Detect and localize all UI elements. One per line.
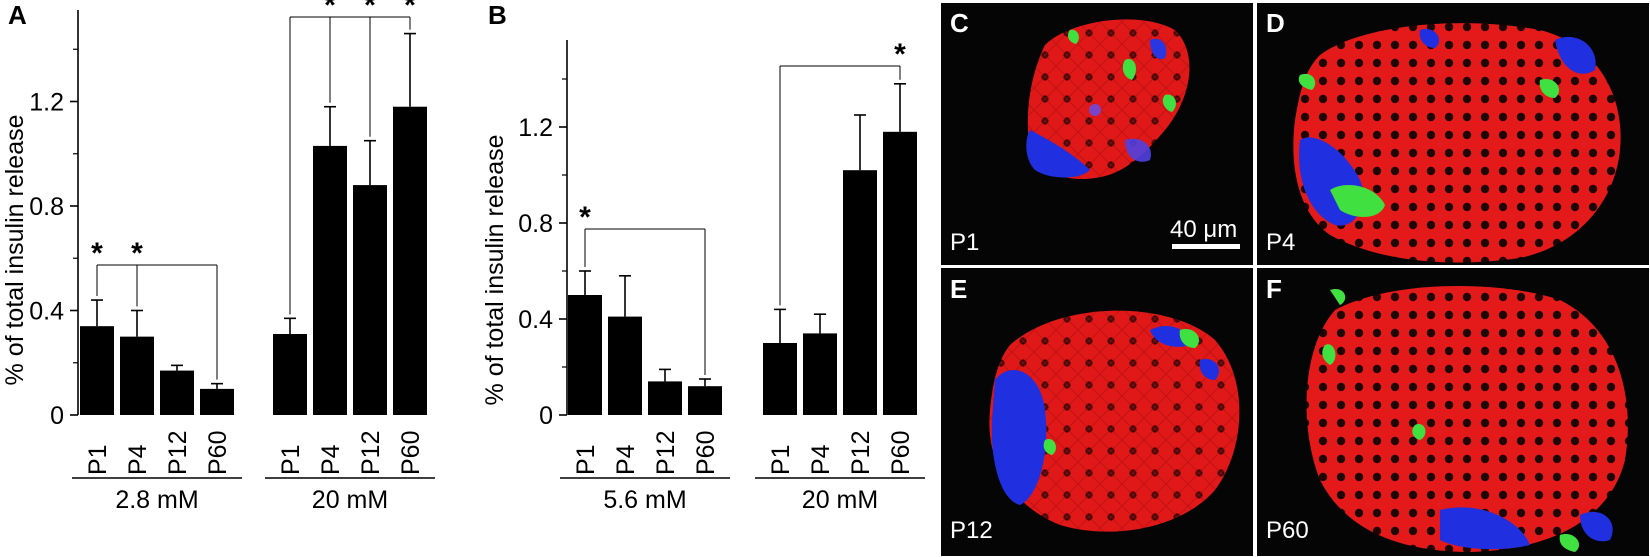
scale-bar — [1172, 244, 1240, 249]
panel-a-y-tick-label: 0.4 — [29, 298, 64, 326]
panel-b-y-tick-label: 0 — [539, 402, 553, 430]
panel-b-category-label: P12 — [652, 431, 680, 475]
panel-b-category-label: P4 — [807, 444, 835, 475]
panel-b-category-label: P4 — [612, 444, 640, 475]
panel-a-category-label: P60 — [204, 431, 232, 475]
panel-a-significance-star: * — [404, 0, 416, 22]
micrograph-d — [1257, 3, 1649, 265]
panel-a: A % of total insulin release 0 0.4 0.8 1.2 P… — [1, 0, 435, 514]
panel-b-y-tick-label: 0.8 — [518, 210, 553, 238]
panel-a-bar-20mM-p12 — [353, 185, 387, 415]
panel-b-y-tick-label: 1.2 — [518, 114, 553, 142]
panel-a-bar-28mM-p4 — [120, 336, 154, 415]
panel-a-bar-28mM-p60 — [200, 388, 234, 415]
panel-b-bar-56mM-p12 — [648, 381, 682, 415]
panel-b-bar-56mM-p4 — [608, 316, 642, 415]
panel-a-y-tick-label: 0.8 — [29, 193, 64, 221]
micrograph-f — [1257, 268, 1649, 556]
panel-a-y-axis-label: % of total insulin release — [1, 115, 29, 386]
panel-b: B % of total insulin release 0 0.4 0.8 1.2 P… — [481, 0, 925, 514]
panel-a-y-tick-label: 1.2 — [29, 89, 64, 117]
panel-b-y-axis-label: % of total insulin release — [481, 135, 509, 406]
panel-b-letter: B — [488, 0, 507, 30]
panel-a-significance-star: * — [364, 0, 376, 22]
panel-b-category-label: P1 — [767, 444, 795, 475]
micrograph-f-letter: F — [1266, 274, 1282, 304]
micrograph-c-label: P1 — [950, 229, 979, 256]
micrograph-e-label: P12 — [950, 517, 993, 544]
panel-b-significance-star: * — [579, 201, 591, 234]
scale-bar-label: 40 μm — [1170, 216, 1237, 243]
panel-a-category-label: P12 — [357, 431, 385, 475]
micrograph-c-letter: C — [950, 8, 969, 38]
panel-a-bar-20mM-p1 — [273, 334, 307, 415]
panel-a-category-label: P12 — [164, 431, 192, 475]
panel-b-category-label: P1 — [572, 444, 600, 475]
panel-b-bar-56mM-p1 — [568, 295, 602, 415]
panel-a-group-label: 20 mM — [312, 486, 388, 514]
micrograph-e — [941, 268, 1253, 556]
panel-a-category-label: P1 — [84, 444, 112, 475]
micrograph-d-label: P4 — [1266, 229, 1295, 256]
panel-b-group-label: 20 mM — [802, 486, 878, 514]
panel-a-significance-star: * — [91, 237, 103, 270]
panel-b-bar-20mM-p60 — [883, 131, 917, 416]
panel-a-category-label: P4 — [124, 444, 152, 475]
panel-a-category-label: P60 — [397, 431, 425, 475]
micrograph-c — [941, 3, 1253, 265]
panel-a-category-label: P1 — [277, 444, 305, 475]
panel-b-bar-20mM-p12 — [843, 170, 877, 415]
panel-b-category-label: P12 — [847, 431, 875, 475]
panel-a-y-tick-label: 0 — [50, 402, 64, 430]
micrograph-d-letter: D — [1266, 8, 1285, 38]
panel-a-significance-star: * — [324, 0, 336, 22]
panel-a-bar-20mM-p60 — [393, 106, 427, 415]
panel-b-category-label: P60 — [692, 431, 720, 475]
micrograph-e-letter: E — [950, 274, 967, 304]
micrograph-grid: C P1 40 μm D P4 E P12 — [938, 0, 1650, 557]
panel-b-significance-star: * — [894, 38, 906, 71]
panel-a-bar-28mM-p12 — [160, 370, 194, 415]
panel-b-bar-56mM-p60 — [688, 386, 722, 415]
panel-b-bar-20mM-p1 — [763, 343, 797, 415]
panel-b-y-tick-label: 0.4 — [518, 306, 553, 334]
panel-a-bar-28mM-p1 — [80, 326, 114, 415]
panel-a-category-label: P4 — [317, 444, 345, 475]
micrograph-f-label: P60 — [1266, 517, 1309, 544]
panel-a-group-label: 2.8 mM — [115, 486, 198, 514]
panel-b-bar-20mM-p4 — [803, 333, 837, 415]
panel-a-significance-star: * — [131, 237, 143, 270]
panel-a-bar-20mM-p4 — [313, 145, 347, 415]
panel-a-letter: A — [8, 0, 27, 30]
panel-b-group-label: 5.6 mM — [603, 486, 686, 514]
panel-b-category-label: P60 — [887, 431, 915, 475]
